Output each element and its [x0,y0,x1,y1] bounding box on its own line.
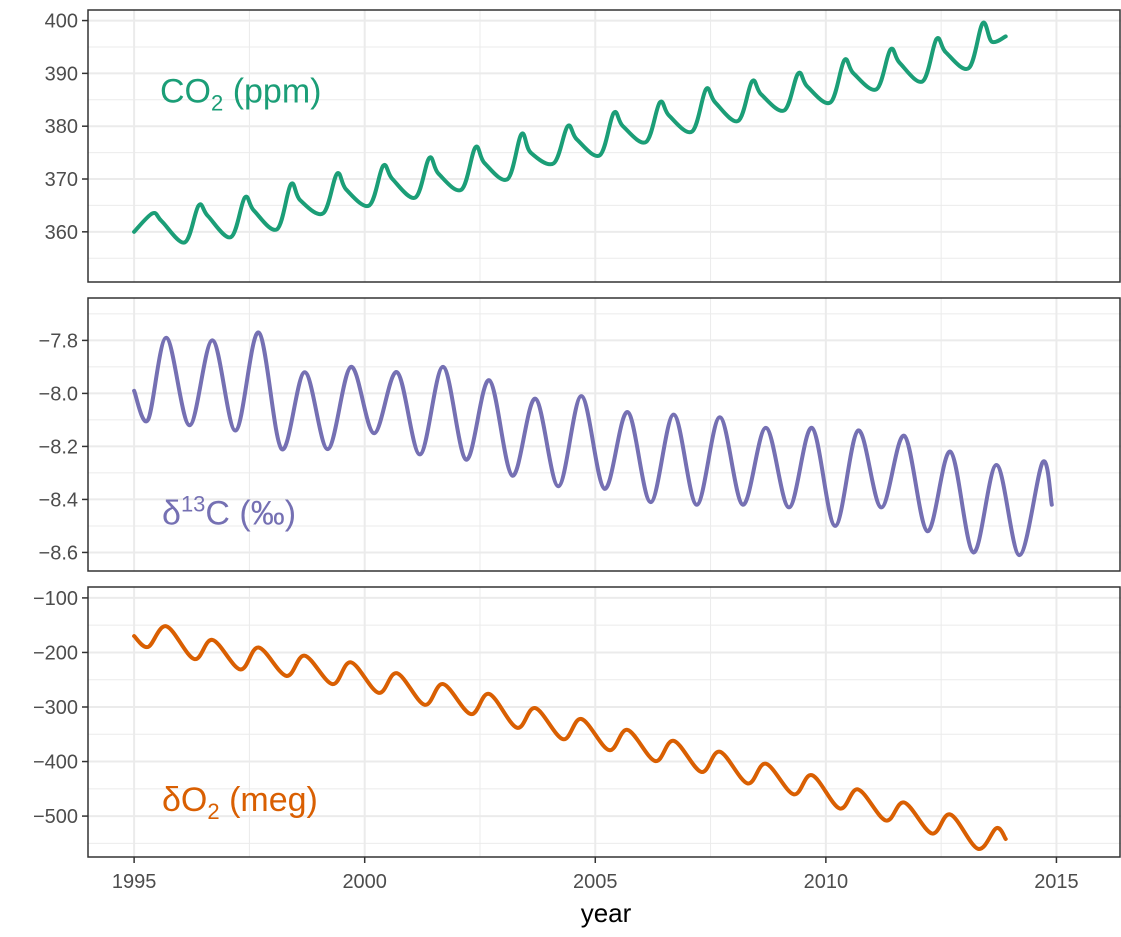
x-tick-label: 2015 [1034,871,1079,893]
x-tick-label: 1995 [112,871,157,893]
y-tick-label: 380 [45,116,78,138]
panel-label-d13c: δ13C (‰) [162,492,296,533]
panel-background [88,587,1121,857]
panel-do2: −500 −400 −300 −200 −100 δO2 (meg) [33,586,1121,858]
y-tick-label: 400 [45,11,78,33]
y-tick-label: 390 [45,63,78,85]
y-tick-label: −8.2 [39,436,78,458]
x-axis: 1995 2000 2005 2010 2015 [112,857,1079,893]
x-tick-label: 2000 [342,871,387,893]
y-tick-label: −300 [33,697,78,719]
y-tick-label: −100 [33,588,78,610]
y-tick-label: 370 [45,169,78,191]
y-tick-label: −7.8 [39,330,78,352]
x-tick-label: 2005 [573,871,618,893]
x-tick-label: 2010 [804,871,849,893]
y-tick-label: 360 [45,222,78,244]
panel-co2: 360 370 380 390 400 CO2 (ppm) [45,9,1121,283]
y-tick-label: −500 [33,806,78,828]
panel-d13c: −8.6 −8.4 −8.2 −8.0 −7.8 δ13C (‰) [39,297,1121,572]
y-tick-label: −8.4 [39,489,78,511]
series-line-do2 [132,624,1008,851]
panel-label-do2: δO2 (meg) [162,781,318,824]
panel-border [87,586,1121,858]
panel-border [87,9,1121,283]
y-tick-label: −200 [33,642,78,664]
series-line-d13c [132,330,1054,558]
y-tick-label: −8.6 [39,542,78,564]
panel-label-co2: CO2 (ppm) [160,72,321,115]
panel-border [87,297,1121,572]
y-tick-label: −8.0 [39,383,78,405]
y-tick-label: −400 [33,752,78,774]
series-line-co2 [132,20,1008,245]
x-axis-title: year [581,898,632,928]
panels-layer: 360 370 380 390 400 CO2 (ppm) −8.6 −8.4 −8.2 −8.0… [33,9,1121,858]
